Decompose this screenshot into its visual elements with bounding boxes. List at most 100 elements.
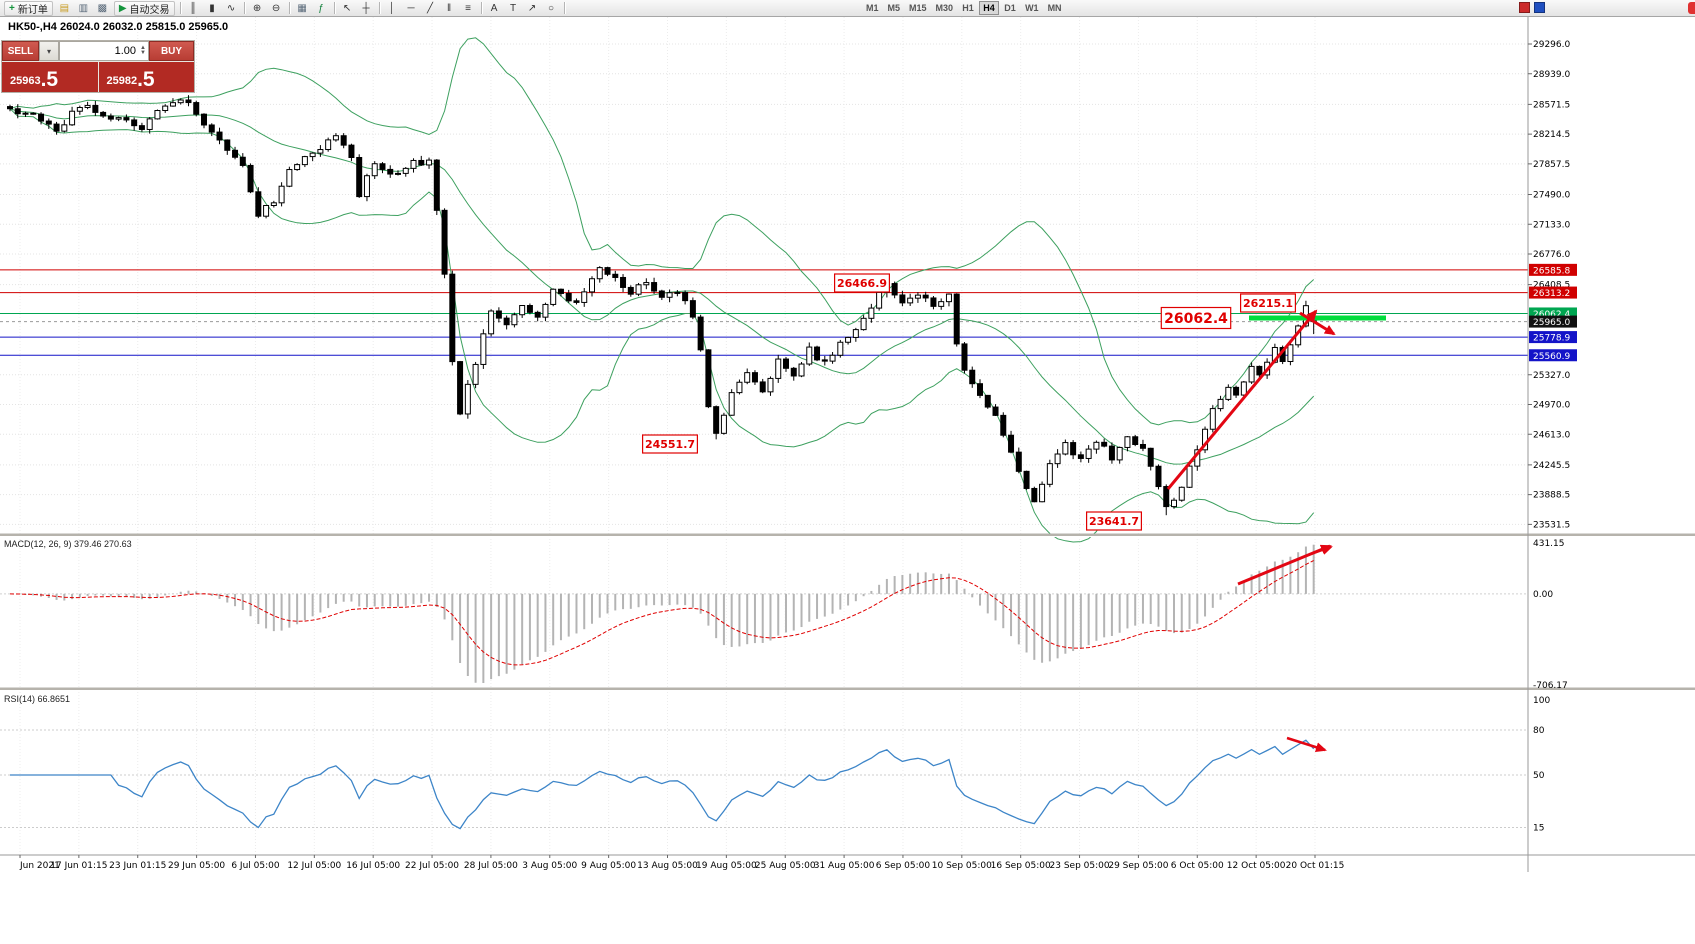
- trend-arrow-main[interactable]: [1166, 309, 1318, 490]
- svg-text:3 Aug 05:00: 3 Aug 05:00: [522, 861, 577, 871]
- sell-button[interactable]: SELL: [2, 41, 39, 61]
- rsi-arrow[interactable]: [1286, 736, 1327, 753]
- macd-arrow-small[interactable]: [1302, 545, 1333, 558]
- buy-price[interactable]: 25982 .5: [98, 62, 194, 92]
- cursor-icon[interactable]: ↖: [342, 2, 352, 14]
- line-chart-icon[interactable]: ∿: [226, 2, 236, 14]
- toolbar-separator: [243, 2, 245, 14]
- sell-price-main: 25963: [10, 75, 41, 87]
- strategy-tester-icon[interactable]: ▩: [97, 2, 108, 14]
- svg-text:27133.0: 27133.0: [1533, 220, 1570, 230]
- svg-text:29 Sep 05:00: 29 Sep 05:00: [1108, 861, 1168, 871]
- price-tag: [1529, 331, 1577, 344]
- text-icon[interactable]: A: [490, 2, 498, 14]
- timeframe-m5[interactable]: M5: [887, 3, 901, 13]
- timeframe-h1[interactable]: H1: [962, 3, 974, 13]
- timeframe-d1[interactable]: D1: [1004, 3, 1016, 13]
- timeframe-m1[interactable]: M1: [866, 3, 879, 13]
- svg-text:6 Jul 05:00: 6 Jul 05:00: [231, 861, 280, 871]
- new-order-button[interactable]: + 新订单: [4, 0, 53, 16]
- text-label-icon[interactable]: T: [509, 2, 517, 14]
- toolbar: + 新订单 ▤ ▥ ▩ ▶ 自动交易 ║ ▮ ∿ ⊕ ⊖ ▦ ƒ ↖ ┼ │ ─ ╱ ‖ ≡ A T ↗ ○ M1 M5…: [0, 0, 1695, 17]
- horizontal-line-icon[interactable]: ─: [407, 2, 415, 14]
- chart-drawings[interactable]: [1166, 309, 1386, 753]
- price-annotation[interactable]: [1160, 306, 1232, 330]
- price-tag: [1529, 263, 1577, 276]
- horizontal-level-lines[interactable]: [0, 269, 1528, 356]
- svg-text:28 Jul 05:00: 28 Jul 05:00: [464, 861, 518, 871]
- spin-up-icon[interactable]: ▲: [140, 45, 146, 51]
- auto-trading-button[interactable]: ▶ 自动交易: [113, 0, 175, 16]
- chart-red-icon[interactable]: [1519, 2, 1530, 13]
- svg-text:24970.0: 24970.0: [1533, 401, 1570, 411]
- pullback-arrow[interactable]: [1299, 311, 1336, 336]
- trendline-icon[interactable]: ╱: [427, 2, 434, 14]
- tile-windows-icon[interactable]: ▦: [297, 2, 307, 14]
- svg-text:16 Jul 05:00: 16 Jul 05:00: [346, 861, 400, 871]
- svg-text:26062.4: 26062.4: [1533, 310, 1570, 320]
- price-annotations[interactable]: 26466.9 26215.1 26062.4 24551.7 23641.7: [641, 273, 1296, 531]
- volume-input[interactable]: 1.00 ▲ ▼: [59, 41, 149, 61]
- spin-down-icon[interactable]: ▼: [140, 50, 146, 56]
- svg-text:12 Jul 05:00: 12 Jul 05:00: [287, 861, 341, 871]
- timeframe-mn[interactable]: MN: [1047, 3, 1062, 13]
- toolbar-separator: [563, 2, 565, 14]
- macd-indicator: [0, 544, 1528, 683]
- svg-text:17 Jun 01:15: 17 Jun 01:15: [50, 861, 107, 871]
- svg-text:23 Sep 05:00: 23 Sep 05:00: [1050, 861, 1110, 871]
- svg-text:0.00: 0.00: [1533, 590, 1553, 600]
- volume-spinner[interactable]: ▲ ▼: [140, 45, 146, 56]
- svg-text:25 Aug 05:00: 25 Aug 05:00: [755, 861, 816, 871]
- chart-blue-icon[interactable]: [1534, 2, 1545, 13]
- timeframe-m15[interactable]: M15: [909, 3, 927, 13]
- price-annotation[interactable]: [641, 434, 698, 454]
- arrow-tools-icon[interactable]: ↗: [527, 2, 537, 14]
- price-annotation[interactable]: [1239, 293, 1296, 313]
- shapes-icon[interactable]: ○: [548, 2, 555, 14]
- svg-text:26215.1: 26215.1: [1243, 297, 1293, 310]
- window-icons: [1519, 2, 1545, 13]
- svg-text:29296.0: 29296.0: [1533, 40, 1570, 50]
- sell-price-big: .5: [40, 68, 59, 91]
- zoom-out-icon[interactable]: ⊖: [271, 2, 281, 14]
- vertical-line-icon[interactable]: │: [388, 2, 396, 14]
- order-panel-controls: SELL ▾ 1.00 ▲ ▼ BUY: [2, 41, 194, 61]
- toolbar-separator: [480, 2, 482, 14]
- bollinger-upper: [9, 37, 1315, 426]
- svg-text:100: 100: [1533, 696, 1550, 706]
- notification-badge[interactable]: [1688, 2, 1695, 14]
- svg-text:28939.0: 28939.0: [1533, 70, 1570, 80]
- timeframe-h4[interactable]: H4: [979, 1, 1000, 15]
- timeframe-w1[interactable]: W1: [1025, 3, 1039, 13]
- fibonacci-icon[interactable]: ≡: [465, 2, 471, 14]
- pane-separator[interactable]: [0, 687, 1695, 691]
- buy-price-big: .5: [137, 68, 155, 91]
- candlestick-chart-icon[interactable]: ▮: [209, 2, 215, 14]
- chevron-down-icon: ▾: [46, 46, 51, 56]
- timeframe-m30[interactable]: M30: [935, 3, 954, 13]
- new-order-icon: +: [9, 2, 15, 14]
- svg-text:29 Jun 05:00: 29 Jun 05:00: [168, 861, 225, 871]
- pane-separator[interactable]: [0, 533, 1695, 537]
- svg-text:-706.17: -706.17: [1533, 681, 1568, 691]
- svg-text:26776.0: 26776.0: [1533, 250, 1570, 260]
- buy-button[interactable]: BUY: [149, 41, 194, 61]
- volume-dropdown[interactable]: ▾: [39, 41, 59, 61]
- svg-text:26313.2: 26313.2: [1533, 289, 1570, 299]
- price-annotation[interactable]: [833, 273, 890, 293]
- indicators-icon[interactable]: ƒ: [318, 2, 324, 14]
- channel-icon[interactable]: ‖: [446, 2, 452, 14]
- crosshair-icon[interactable]: ┼: [362, 2, 370, 14]
- profiles-icon[interactable]: ▤: [59, 2, 70, 14]
- sell-price[interactable]: 25963 .5: [2, 62, 98, 92]
- svg-text:80: 80: [1533, 726, 1545, 736]
- zoom-in-icon[interactable]: ⊕: [252, 2, 262, 14]
- new-order-label: 新订单: [17, 4, 48, 16]
- svg-text:25965.0: 25965.0: [1533, 318, 1570, 328]
- bar-chart-icon[interactable]: ║: [189, 2, 197, 14]
- price-annotation[interactable]: [1085, 511, 1142, 531]
- toolbar-separator: [288, 2, 290, 14]
- chart-window-icon[interactable]: ▥: [78, 2, 89, 14]
